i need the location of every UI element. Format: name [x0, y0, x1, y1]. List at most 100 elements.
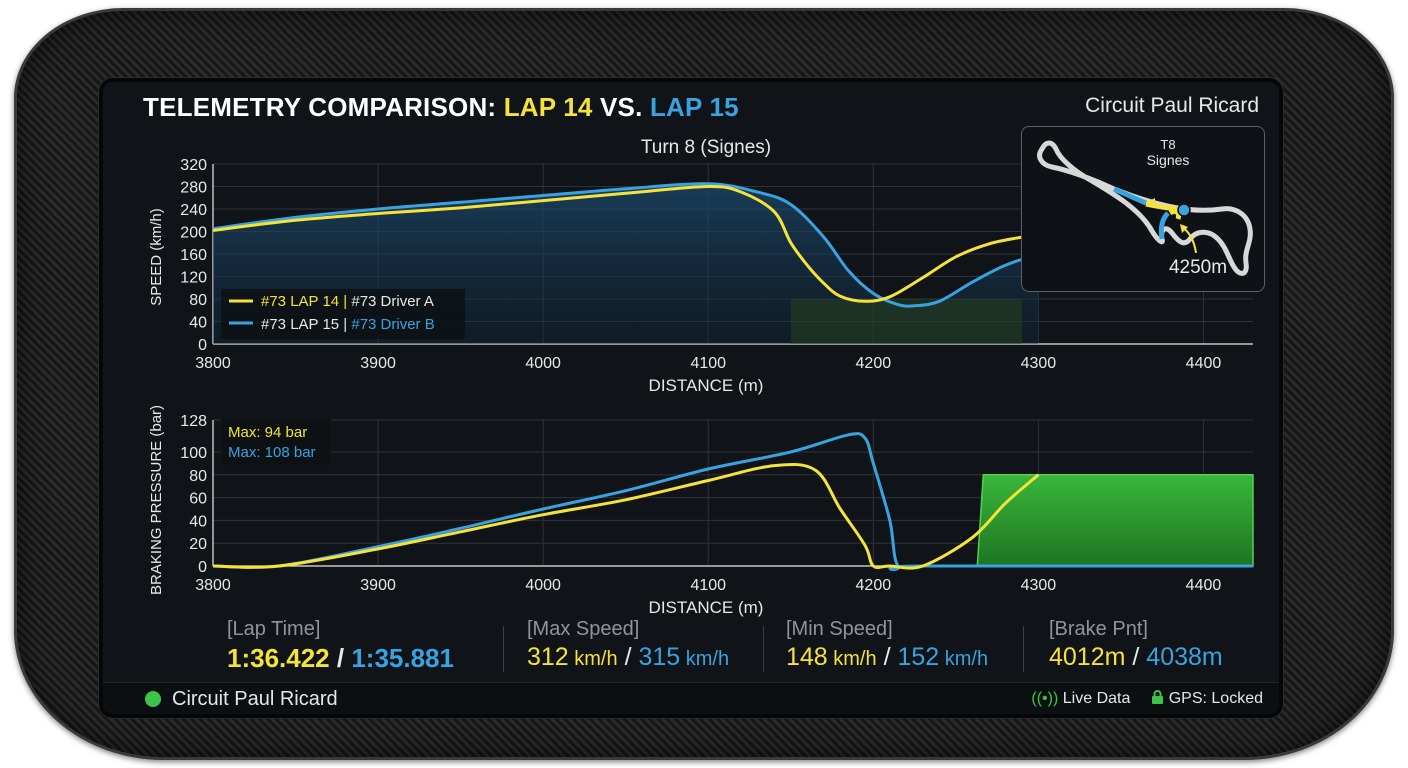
- brake-series: [212, 432, 1253, 571]
- speed-series: [212, 182, 1039, 308]
- stat-separator: /: [329, 643, 352, 673]
- title-vs: VS.: [592, 92, 650, 122]
- dashboard-screen: TELEMETRY COMPARISON: LAP 14 VS. LAP 15 …: [103, 82, 1279, 714]
- stat-values: 1:36.422 / 1:35.881: [227, 643, 454, 674]
- x-tick-label: 4400: [1186, 577, 1222, 594]
- stat-brake-point: [Brake Pnt] 4012m / 4038m: [1049, 618, 1223, 672]
- live-signal-icon: ((•)): [1031, 690, 1059, 707]
- x-tick-label: 3800: [195, 577, 231, 594]
- track-segment-exit-a: [1168, 208, 1181, 220]
- connection-status-icon: [145, 691, 161, 707]
- y-tick-label: 280: [180, 180, 207, 197]
- circuit-name: Circuit Paul Ricard: [1085, 94, 1259, 117]
- speed-chart-subtitle: Turn 8 (Signes): [641, 137, 771, 158]
- max-lap-b: Max: 108 bar: [228, 444, 316, 461]
- stat-value-lap-a: 312: [527, 643, 569, 671]
- track-segment-lap-b: [1113, 186, 1147, 206]
- stat-values: 312 km/h / 315 km/h: [527, 643, 729, 672]
- brake-line-lap-b: [212, 432, 1253, 571]
- map-distance: 4250m: [1169, 257, 1227, 278]
- title-prefix: TELEMETRY COMPARISON:: [143, 92, 504, 122]
- live-data-label: Live Data: [1062, 690, 1131, 707]
- page-title: TELEMETRY COMPARISON: LAP 14 VS. LAP 15: [143, 92, 739, 123]
- title-lap-b: LAP 15: [649, 92, 739, 122]
- stat-unit: km/h: [680, 648, 730, 670]
- stat-value-lap-a: 148: [786, 643, 828, 671]
- y-tick-label: 320: [180, 157, 207, 174]
- track-map: T8 Signes 4250m: [1037, 137, 1253, 278]
- stat-label: [Min Speed]: [786, 618, 893, 640]
- speed-line-lap-b: [212, 182, 1039, 308]
- speed-legend: #73 LAP 14 | #73 Driver A #73 LAP 15 | #…: [221, 289, 465, 339]
- stat-label: [Brake Pnt]: [1049, 618, 1148, 640]
- x-tick-label: 3800: [195, 355, 231, 372]
- y-tick-label: 20: [189, 536, 207, 553]
- x-tick-label: 4200: [856, 355, 892, 372]
- stat-divider: [1023, 626, 1024, 672]
- x-tick-label: 3900: [360, 355, 396, 372]
- x-tick-label: 4300: [1021, 355, 1057, 372]
- stat-value-lap-b: 4038: [1146, 643, 1202, 671]
- y-tick-label: 0: [198, 559, 207, 576]
- x-tick-label: 4200: [856, 577, 892, 594]
- track-map-inset[interactable]: T8 Signes 4250m: [1021, 126, 1265, 292]
- x-tick-label: 4000: [525, 577, 561, 594]
- stat-value-lap-b: 315: [638, 643, 681, 671]
- y-tick-label: 80: [189, 292, 207, 309]
- lock-icon: [1152, 690, 1164, 704]
- stat-divider: [503, 626, 504, 672]
- speed-tick-labels: 0 40 80 120 160 200 240 280 320 3800 3900 4000 4100 4…: [180, 157, 1221, 372]
- x-tick-label: 4100: [690, 355, 726, 372]
- max-lap-a: Max: 94 bar: [228, 424, 307, 441]
- y-tick-label: 240: [180, 202, 207, 219]
- stat-unit: km/h: [827, 648, 877, 670]
- x-tick-label: 4100: [690, 577, 726, 594]
- legend-box: [221, 289, 465, 339]
- stat-label: [Max Speed]: [527, 618, 640, 640]
- stat-value-lap-b: 152: [897, 643, 940, 671]
- legend-entry-lap-b: #73 LAP 15 | #73 Driver B: [261, 316, 435, 333]
- y-tick-label: 0: [198, 337, 207, 354]
- y-tick-label: 80: [189, 468, 207, 485]
- stat-value-lap-a: 1:36.422: [227, 643, 330, 673]
- speed-y-axis-label: SPEED (km/h): [148, 208, 165, 306]
- car-position-marker: [1177, 203, 1191, 217]
- stat-lap-time: [Lap Time] 1:36.422 / 1:35.881: [227, 618, 454, 674]
- brake-max-box: Max: 94 bar Max: 108 bar: [221, 419, 331, 465]
- brake-area-fills: [976, 474, 1254, 567]
- stat-unit: km/h: [939, 648, 989, 670]
- pointer-arrow-icon: [1180, 224, 1188, 233]
- brake-x-axis-label: DISTANCE (m): [649, 598, 764, 617]
- stat-value-lap-a: 4012: [1049, 643, 1105, 671]
- status-indicators: ((•)) Live Data GPS: Locked: [1031, 690, 1263, 708]
- brake-tick-labels: 0 20 40 60 80 100 128 3800 3900 4000 4100 4200 4300 4…: [180, 413, 1221, 594]
- y-tick-label: 40: [189, 315, 207, 332]
- status-circuit: Circuit Paul Ricard: [172, 688, 338, 710]
- stat-unit: m: [1201, 643, 1223, 671]
- y-tick-label: 40: [189, 513, 207, 530]
- stat-values: 148 km/h / 152 km/h: [786, 643, 988, 672]
- brake-line-lap-a: [212, 462, 1040, 570]
- corner-number: T8: [1160, 137, 1175, 152]
- stat-unit: m: [1104, 643, 1126, 671]
- direction-arrow-icon: [1145, 198, 1155, 208]
- y-tick-label: 120: [180, 270, 207, 287]
- corner-name: Signes: [1147, 152, 1190, 168]
- track-outline: [1037, 140, 1253, 276]
- y-tick-label: 200: [180, 225, 207, 242]
- stats-row: [Lap Time] 1:36.422 / 1:35.881 [Max Spee…: [103, 618, 1279, 678]
- x-tick-label: 4400: [1186, 355, 1222, 372]
- stat-separator: /: [1125, 643, 1147, 671]
- stat-separator: /: [876, 643, 898, 671]
- stat-value-lap-b: 1:35.881: [351, 643, 454, 673]
- track-segment-exit-b: [1158, 211, 1170, 240]
- brake-fill-green: [976, 474, 1254, 567]
- status-bar: Circuit Paul Ricard ((•)) Live Data GPS:…: [103, 682, 1279, 714]
- y-tick-label: 60: [189, 491, 207, 508]
- stat-unit: km/h: [568, 648, 618, 670]
- brake-y-axis-label: BRAKING PRESSURE (bar): [148, 405, 165, 595]
- stat-max-speed: [Max Speed] 312 km/h / 315 km/h: [527, 618, 729, 672]
- y-tick-label: 160: [180, 247, 207, 264]
- stat-min-speed: [Min Speed] 148 km/h / 152 km/h: [786, 618, 988, 672]
- legend-entry-lap-a: #73 LAP 14 | #73 Driver A: [261, 293, 434, 310]
